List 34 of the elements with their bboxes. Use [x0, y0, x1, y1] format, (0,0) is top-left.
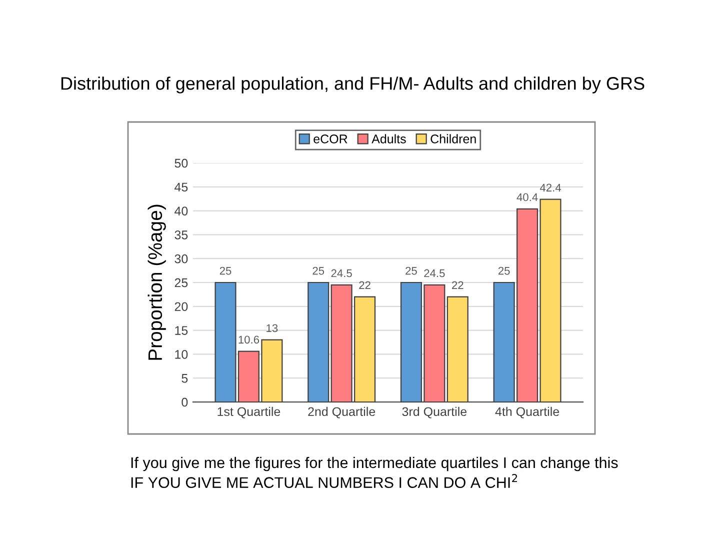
data-label: 25	[406, 266, 417, 275]
data-label: 25	[498, 266, 510, 275]
y-tick-label: 25	[174, 278, 188, 288]
y-tick-label: 10	[175, 350, 188, 359]
legend-label: eCOR	[314, 134, 348, 144]
x-tick-label: 2nd Quartile	[308, 406, 376, 418]
data-label: 24.5	[331, 269, 352, 278]
data-label: 24.5	[424, 269, 445, 278]
y-tick-label: 45	[174, 182, 188, 192]
data-label: 22	[359, 281, 370, 289]
y-tick-label: 30	[174, 254, 188, 264]
legend-label: Adults	[372, 134, 406, 144]
legend-label: Children	[430, 134, 476, 144]
y-tick-label: 35	[174, 230, 188, 240]
y-tick-label: 5	[182, 374, 188, 383]
text: IF YOU GIVE ME ACTUAL NUMBERS I CAN DO A CHI$^{2}$	[131, 474, 518, 488]
text: If you give me the figures for the intermediate quartiles I can change this	[131, 456, 618, 472]
y-tick-label: 20	[174, 302, 188, 312]
x-tick-label: 3rd Quartile	[402, 406, 467, 418]
y-tick-label: 40	[174, 206, 188, 216]
y-tick-label: 0	[182, 398, 188, 407]
data-label: 40.4	[516, 193, 538, 202]
y-tick-label: 50	[174, 158, 188, 168]
data-label: 13	[266, 324, 278, 332]
x-tick-label: 4th Quartile	[495, 406, 560, 418]
data-label: 42.4	[540, 184, 561, 192]
data-label: 25	[220, 266, 232, 275]
x-tick-label: 1st Quartile	[218, 406, 280, 418]
y-axis-title: Proportion (%age)	[148, 204, 166, 360]
y-tick-label: 15	[175, 326, 188, 335]
data-label: 22	[452, 281, 464, 289]
data-label: 25	[312, 266, 324, 275]
chart-title: Distribution of general population, and FH/M- Adults and children by GRS	[61, 76, 644, 94]
data-label: 10.6	[238, 336, 260, 344]
